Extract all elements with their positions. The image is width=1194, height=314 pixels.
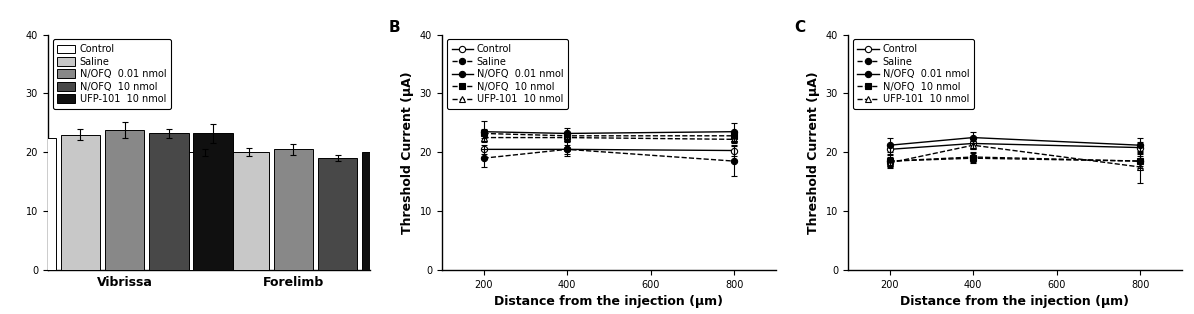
- Legend: Control, Saline, N/OFQ  0.01 nmol, N/OFQ  10 nmol, UFP-101  10 nmol: Control, Saline, N/OFQ 0.01 nmol, N/OFQ …: [447, 39, 568, 109]
- Y-axis label: Threshold Current (μA): Threshold Current (μA): [401, 71, 414, 234]
- Bar: [17, 138, 56, 270]
- Text: B: B: [388, 20, 400, 35]
- X-axis label: Distance from the injection (μm): Distance from the injection (μm): [900, 295, 1130, 308]
- Legend: Control, Saline, N/OFQ  0.01 nmol, N/OFQ  10 nmol, UFP-101  10 nmol: Control, Saline, N/OFQ 0.01 nmol, N/OFQ …: [53, 39, 171, 109]
- Bar: [273, 149, 313, 270]
- Bar: [193, 133, 233, 270]
- Bar: [229, 152, 269, 270]
- Bar: [105, 130, 144, 270]
- Text: C: C: [794, 20, 806, 35]
- Bar: [61, 135, 100, 270]
- Legend: Control, Saline, N/OFQ  0.01 nmol, N/OFQ  10 nmol, UFP-101  10 nmol: Control, Saline, N/OFQ 0.01 nmol, N/OFQ …: [853, 39, 974, 109]
- X-axis label: Distance from the injection (μm): Distance from the injection (μm): [494, 295, 724, 308]
- Y-axis label: Threshold Current (μA): Threshold Current (μA): [807, 71, 820, 234]
- Bar: [362, 152, 401, 270]
- Bar: [149, 133, 189, 270]
- Bar: [185, 152, 224, 270]
- Bar: [318, 158, 357, 270]
